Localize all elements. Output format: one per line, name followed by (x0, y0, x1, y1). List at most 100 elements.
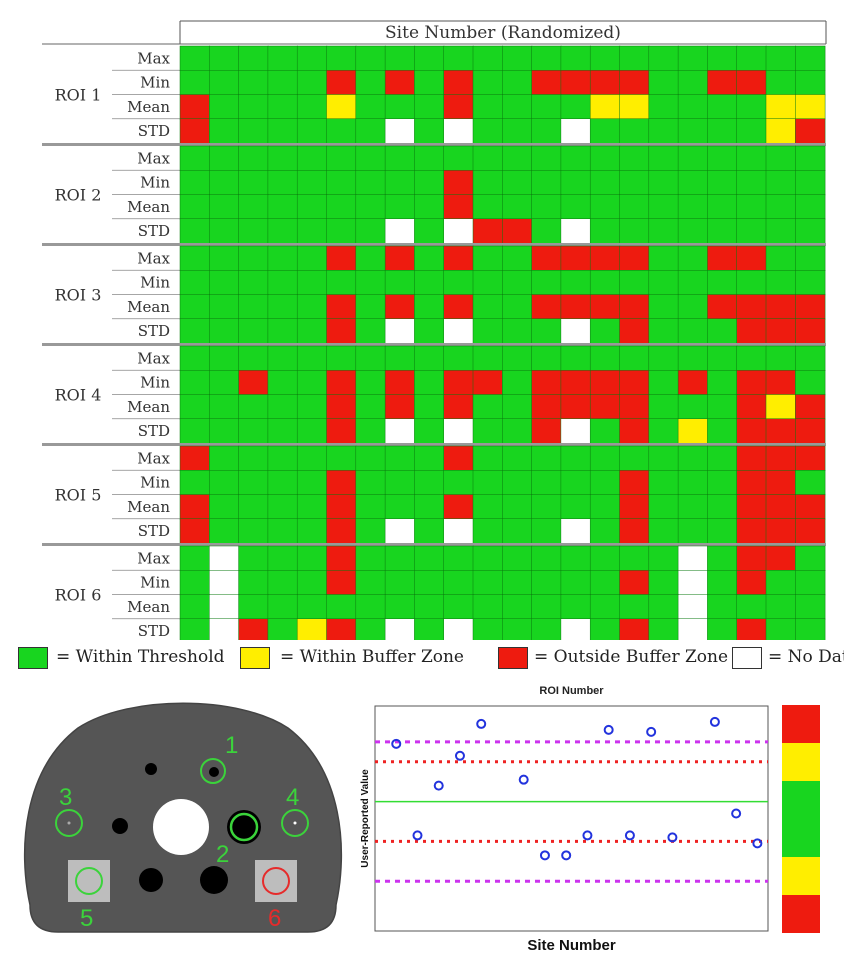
heatmap-cell (179, 318, 211, 344)
heatmap-cell (502, 270, 533, 296)
heatmap-cell (414, 394, 445, 420)
heatmap-cell (267, 294, 298, 320)
heatmap-cell (502, 470, 533, 496)
heatmap-cell (707, 618, 738, 640)
heatmap-cell (560, 45, 591, 71)
plot-frame (374, 705, 769, 932)
heatmap-cell (736, 218, 767, 244)
heatmap-cell (472, 445, 504, 471)
heatmap-cell (531, 470, 562, 496)
heatmap-cell (267, 218, 298, 244)
heatmap-cell (179, 618, 211, 640)
roi-label: ROI 6 (55, 586, 102, 605)
heatmap-cell (414, 94, 445, 120)
legend-label: = No Data (768, 647, 844, 667)
legend-swatch (240, 647, 270, 669)
heatmap-cell (414, 618, 445, 640)
heatmap-cell (619, 494, 650, 520)
heatmap-cell (560, 518, 591, 544)
heatmap-cell (472, 45, 504, 71)
heatmap-cell (648, 245, 679, 271)
heatmap-cell (355, 118, 386, 144)
heatmap-cell (560, 245, 591, 271)
heatmap-cell (326, 245, 357, 271)
roi-label: ROI 2 (55, 186, 102, 205)
heatmap-cell (502, 594, 533, 620)
heatmap-cell (326, 118, 357, 144)
heatmap-cell (355, 45, 386, 71)
heatmap-cell (414, 170, 445, 196)
heatmap-cell (384, 294, 416, 320)
heatmap-cell (765, 418, 797, 444)
heatmap-cell (589, 45, 621, 71)
metric-label: Max (137, 49, 170, 67)
roi-circle (55, 809, 83, 837)
data-point (518, 774, 529, 785)
heatmap-cell (589, 618, 621, 640)
heatmap-cell (619, 370, 650, 396)
heatmap-cell (531, 170, 562, 196)
heatmap-cell (648, 418, 679, 444)
metric-label: STD (138, 522, 170, 540)
roi-label: ROI 1 (55, 86, 102, 105)
heatmap-cell (384, 94, 416, 120)
heatmap-cell (472, 118, 504, 144)
colorbar-segment (782, 895, 820, 933)
metric-label: Min (140, 474, 170, 492)
heatmap-cell (707, 394, 738, 420)
heatmap-cell (560, 170, 591, 196)
heatmap-cell (531, 70, 562, 96)
heatmap-cell (736, 345, 767, 371)
heatmap-cell (209, 545, 240, 571)
heatmap-cell (502, 545, 533, 571)
heatmap-cell (472, 570, 504, 596)
heatmap-cell (560, 218, 591, 244)
heatmap-cell (296, 170, 328, 196)
heatmap-cell (267, 345, 298, 371)
heatmap-cell (414, 294, 445, 320)
insert-hole (145, 763, 157, 775)
heatmap-cell (326, 594, 357, 620)
heatmap-cell (472, 470, 504, 496)
heatmap-cell (296, 345, 328, 371)
heatmap-cell (677, 245, 709, 271)
heatmap-cell (589, 445, 621, 471)
heatmap-cell (765, 118, 797, 144)
heatmap-cell (326, 394, 357, 420)
heatmap-cell (736, 45, 767, 71)
heatmap-cell (326, 194, 357, 220)
heatmap-cell (355, 318, 386, 344)
heatmap-cell (179, 70, 211, 96)
heatmap-cell (326, 545, 357, 571)
heatmap-cell (267, 45, 298, 71)
heatmap-cell (267, 194, 298, 220)
heatmap-cell (179, 270, 211, 296)
heatmap-cell (179, 418, 211, 444)
heatmap-cell (179, 145, 211, 171)
metric-label: Min (140, 74, 170, 92)
heatmap-cell (238, 518, 269, 544)
heatmap-cell (736, 618, 767, 640)
data-point (454, 750, 465, 761)
roi-number-label: 2 (216, 841, 229, 868)
heatmap-cell (560, 145, 591, 171)
heatmap-cell (648, 218, 679, 244)
heatmap-cell (795, 45, 826, 71)
colorbar-segment (782, 705, 820, 744)
heatmap-cell (736, 294, 767, 320)
heatmap-cell (472, 94, 504, 120)
heatmap-cell (355, 518, 386, 544)
heatmap-cell (795, 394, 826, 420)
heatmap-cell (414, 545, 445, 571)
heatmap-cell (619, 70, 650, 96)
heatmap-cell (472, 345, 504, 371)
heatmap-cell (707, 170, 738, 196)
heatmap-cell (443, 618, 474, 640)
heatmap-cell (326, 270, 357, 296)
heatmap-cell (472, 518, 504, 544)
heatmap-cell (267, 318, 298, 344)
heatmap-cell (736, 545, 767, 571)
data-point (476, 718, 487, 729)
heatmap-cell (443, 518, 474, 544)
metric-label: STD (138, 222, 170, 240)
